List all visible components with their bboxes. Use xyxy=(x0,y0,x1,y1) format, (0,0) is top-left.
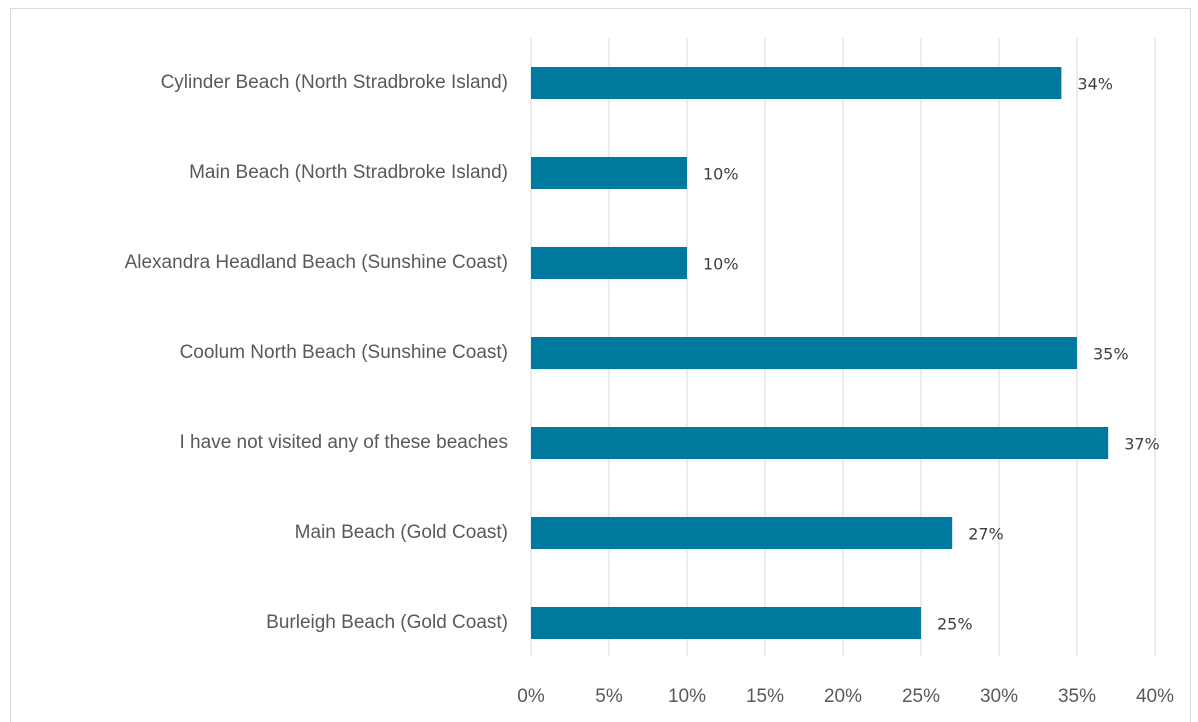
data-label: 37% xyxy=(1124,435,1160,454)
bar xyxy=(531,157,687,189)
y-tick-label: Burleigh Beach (Gold Coast) xyxy=(266,612,508,633)
bar xyxy=(531,607,921,639)
bar xyxy=(531,67,1062,99)
x-tick-label: 10% xyxy=(668,686,706,707)
data-label: 10% xyxy=(703,255,739,274)
y-tick-label: Alexandra Headland Beach (Sunshine Coast… xyxy=(125,252,508,273)
data-label: 35% xyxy=(1093,345,1129,364)
x-tick-label: 30% xyxy=(980,686,1018,707)
bar xyxy=(531,337,1077,369)
x-tick-label: 5% xyxy=(595,686,623,707)
data-label: 10% xyxy=(703,165,739,184)
x-tick-label: 20% xyxy=(824,686,862,707)
bar xyxy=(531,247,687,279)
bar xyxy=(531,427,1109,459)
chart-border xyxy=(10,8,1191,722)
y-tick-label: Cylinder Beach (North Stradbroke Island) xyxy=(161,72,508,93)
data-label: 34% xyxy=(1077,75,1113,94)
data-label: 25% xyxy=(937,615,973,634)
data-label: 27% xyxy=(968,525,1004,544)
x-tick-label: 40% xyxy=(1136,686,1174,707)
x-tick-label: 35% xyxy=(1058,686,1096,707)
y-tick-label: Main Beach (North Stradbroke Island) xyxy=(189,162,508,183)
y-tick-label: I have not visited any of these beaches xyxy=(180,432,509,453)
bar xyxy=(531,517,953,549)
y-tick-label: Coolum North Beach (Sunshine Coast) xyxy=(180,342,508,363)
x-tick-label: 0% xyxy=(517,686,545,707)
y-tick-label: Main Beach (Gold Coast) xyxy=(295,522,508,543)
x-tick-label: 25% xyxy=(902,686,940,707)
x-tick-label: 15% xyxy=(746,686,784,707)
